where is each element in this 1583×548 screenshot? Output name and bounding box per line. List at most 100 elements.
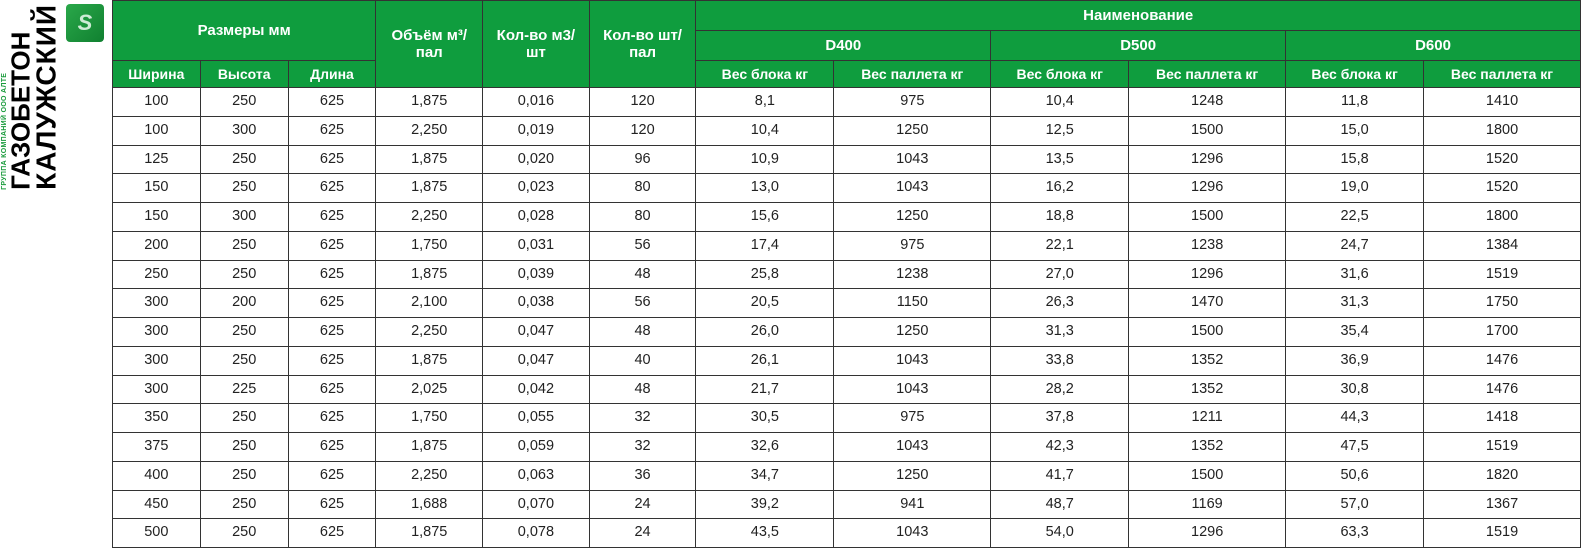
- hdr-d600: D600: [1286, 31, 1581, 61]
- table-cell: 1296: [1129, 260, 1286, 289]
- table-cell: 1519: [1424, 519, 1581, 548]
- table-row: 3752506251,8750,0593232,6104342,3135247,…: [112, 433, 1580, 462]
- hdr-d600-pw: Вес паллета кг: [1424, 61, 1581, 88]
- table-cell: 1367: [1424, 490, 1581, 519]
- table-cell: 1820: [1424, 461, 1581, 490]
- table-cell: 1352: [1129, 433, 1286, 462]
- table-cell: 1250: [834, 461, 991, 490]
- table-cell: 43,5: [696, 519, 834, 548]
- table-cell: 26,0: [696, 318, 834, 347]
- table-cell: 0,016: [483, 88, 590, 117]
- table-cell: 34,7: [696, 461, 834, 490]
- logo-icon-glyph: S: [78, 10, 93, 36]
- table-cell: 31,3: [991, 318, 1129, 347]
- table-cell: 100: [112, 116, 200, 145]
- table-cell: 32: [589, 404, 696, 433]
- hdr-width: Ширина: [112, 61, 200, 88]
- table-cell: 1043: [834, 433, 991, 462]
- table-cell: 1500: [1129, 461, 1286, 490]
- table-cell: 11,8: [1286, 88, 1424, 117]
- table-cell: 625: [288, 433, 376, 462]
- table-cell: 625: [288, 203, 376, 232]
- table-cell: 1520: [1424, 145, 1581, 174]
- table-cell: 1,875: [376, 260, 483, 289]
- table-cell: 150: [112, 203, 200, 232]
- hdr-d600-bw: Вес блока кг: [1286, 61, 1424, 88]
- table-cell: 12,5: [991, 116, 1129, 145]
- table-cell: 48: [589, 318, 696, 347]
- hdr-height: Высота: [200, 61, 288, 88]
- table-cell: 36,9: [1286, 346, 1424, 375]
- table-cell: 48,7: [991, 490, 1129, 519]
- table-cell: 22,5: [1286, 203, 1424, 232]
- table-cell: 2,250: [376, 116, 483, 145]
- table-cell: 1296: [1129, 519, 1286, 548]
- table-cell: 400: [112, 461, 200, 490]
- table-cell: 42,3: [991, 433, 1129, 462]
- table-cell: 0,028: [483, 203, 590, 232]
- table-cell: 300: [200, 116, 288, 145]
- table-cell: 1043: [834, 174, 991, 203]
- logo-sidebar: ГРУППА КОМПАНИЙ ООО АЛТЕ ГАЗОБЕТОН КАЛУЖ…: [0, 0, 104, 190]
- table-cell: 1500: [1129, 318, 1286, 347]
- table-cell: 1169: [1129, 490, 1286, 519]
- table-cell: 0,070: [483, 490, 590, 519]
- table-cell: 0,020: [483, 145, 590, 174]
- table-cell: 0,042: [483, 375, 590, 404]
- table-cell: 24: [589, 519, 696, 548]
- table-cell: 1,875: [376, 519, 483, 548]
- table-cell: 1520: [1424, 174, 1581, 203]
- hdr-dimensions: Размеры мм: [112, 1, 375, 61]
- table-cell: 54,0: [991, 519, 1129, 548]
- table-cell: 150: [112, 174, 200, 203]
- table-cell: 2,250: [376, 203, 483, 232]
- table-cell: 96: [589, 145, 696, 174]
- table-cell: 625: [288, 490, 376, 519]
- table-cell: 250: [200, 490, 288, 519]
- table-cell: 250: [200, 519, 288, 548]
- table-cell: 22,1: [991, 231, 1129, 260]
- table-cell: 8,1: [696, 88, 834, 117]
- table-cell: 250: [200, 318, 288, 347]
- table-cell: 1800: [1424, 116, 1581, 145]
- table-row: 1503006252,2500,0288015,6125018,8150022,…: [112, 203, 1580, 232]
- table-cell: 1500: [1129, 116, 1286, 145]
- table-cell: 250: [200, 404, 288, 433]
- table-row: 4502506251,6880,0702439,294148,7116957,0…: [112, 490, 1580, 519]
- table-cell: 16,2: [991, 174, 1129, 203]
- table-row: 3002256252,0250,0424821,7104328,2135230,…: [112, 375, 1580, 404]
- hdr-d400: D400: [696, 31, 991, 61]
- table-row: 5002506251,8750,0782443,5104354,0129663,…: [112, 519, 1580, 548]
- table-cell: 19,0: [1286, 174, 1424, 203]
- table-cell: 24: [589, 490, 696, 519]
- table-cell: 36: [589, 461, 696, 490]
- table-row: 1252506251,8750,0209610,9104313,5129615,…: [112, 145, 1580, 174]
- table-cell: 1410: [1424, 88, 1581, 117]
- table-cell: 500: [112, 519, 200, 548]
- table-cell: 1250: [834, 116, 991, 145]
- table-cell: 250: [112, 260, 200, 289]
- table-cell: 57,0: [1286, 490, 1424, 519]
- table-cell: 27,0: [991, 260, 1129, 289]
- table-cell: 1,750: [376, 404, 483, 433]
- table-cell: 20,5: [696, 289, 834, 318]
- table-cell: 25,8: [696, 260, 834, 289]
- table-cell: 33,8: [991, 346, 1129, 375]
- table-row: 3002506252,2500,0474826,0125031,3150035,…: [112, 318, 1580, 347]
- table-cell: 1476: [1424, 375, 1581, 404]
- logo-main: КАЛУЖСКИЙ: [33, 4, 60, 190]
- table-cell: 625: [288, 289, 376, 318]
- table-cell: 40: [589, 346, 696, 375]
- table-cell: 32,6: [696, 433, 834, 462]
- table-cell: 300: [112, 289, 200, 318]
- table-cell: 80: [589, 203, 696, 232]
- table-cell: 625: [288, 231, 376, 260]
- table-cell: 63,3: [1286, 519, 1424, 548]
- table-cell: 13,5: [991, 145, 1129, 174]
- table-cell: 32: [589, 433, 696, 462]
- table-header: Размеры мм Объём м³/пал Кол-во м3/шт Кол…: [112, 1, 1580, 88]
- table-body: 1002506251,8750,0161208,197510,4124811,8…: [112, 88, 1580, 548]
- table-cell: 1700: [1424, 318, 1581, 347]
- table-row: 4002506252,2500,0633634,7125041,7150050,…: [112, 461, 1580, 490]
- table-cell: 625: [288, 88, 376, 117]
